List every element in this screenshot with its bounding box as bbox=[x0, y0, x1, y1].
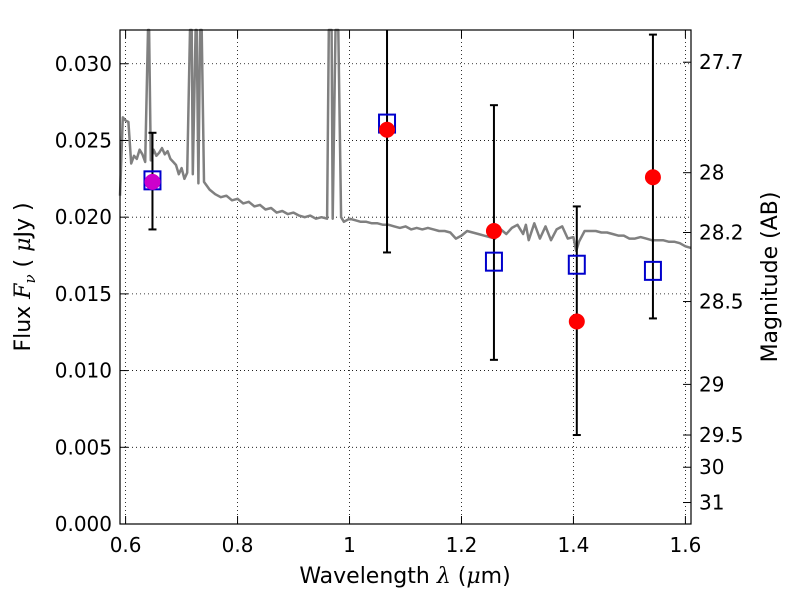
y-tick-label: 0.030 bbox=[55, 52, 112, 76]
x-axis-label: Wavelength λ (μm) bbox=[299, 564, 510, 589]
x-tick-label: 1.4 bbox=[558, 533, 590, 557]
y2-tick-label: 27.7 bbox=[699, 50, 744, 74]
plot-frame bbox=[119, 29, 692, 525]
ticks bbox=[120, 30, 691, 525]
model-point bbox=[643, 260, 662, 281]
observed-point bbox=[485, 222, 502, 239]
y-tick-label: 0.010 bbox=[55, 359, 112, 383]
y2-tick-label: 28.2 bbox=[699, 221, 744, 245]
x-tick-label: 0.6 bbox=[110, 533, 142, 557]
model-point bbox=[567, 254, 586, 275]
y2-tick-label: 30 bbox=[699, 455, 724, 479]
y-tick-label: 0.015 bbox=[55, 282, 112, 306]
y2-tick-label: 28 bbox=[699, 161, 724, 185]
observed-points bbox=[144, 121, 661, 330]
observed-point bbox=[379, 121, 396, 138]
x-tick-label: 1.2 bbox=[446, 533, 478, 557]
observed-point bbox=[144, 173, 161, 190]
tick-labels: 0.6 0.8 1 1.2 1.4 1.6 0.000 0.005 0.010 0.015 0.02… bbox=[55, 50, 744, 557]
plot-background bbox=[120, 30, 691, 524]
y2-tick-label: 29 bbox=[699, 372, 724, 396]
y2-tick-label: 31 bbox=[699, 491, 724, 515]
y-tick-label: 0.025 bbox=[55, 128, 112, 152]
observed-point bbox=[644, 169, 661, 186]
x-tick-label: 1 bbox=[343, 533, 356, 557]
y2-tick-label: 29.5 bbox=[699, 423, 744, 447]
y-tick-label: 0.000 bbox=[55, 512, 112, 536]
spectrum-line bbox=[118, 28, 692, 253]
observed-point bbox=[568, 313, 585, 330]
y-tick-label: 0.020 bbox=[55, 205, 112, 229]
model-point bbox=[484, 251, 503, 272]
y2-tick-label: 28.5 bbox=[699, 290, 744, 314]
y-tick-label: 0.005 bbox=[55, 435, 112, 459]
y-axis-label: Flux Fν ( μJy ) bbox=[11, 202, 39, 351]
x-tick-label: 0.8 bbox=[222, 533, 254, 557]
spectrum-layer bbox=[118, 28, 692, 253]
y2-axis-label: Magnitude (AB) bbox=[758, 192, 783, 363]
x-tick-label: 1.6 bbox=[669, 533, 701, 557]
